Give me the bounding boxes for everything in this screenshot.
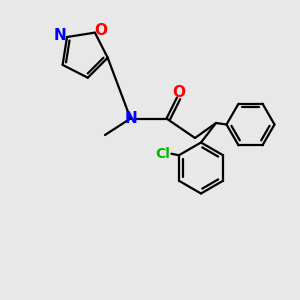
Text: O: O <box>94 23 107 38</box>
Text: N: N <box>54 28 67 43</box>
Text: N: N <box>124 111 137 126</box>
Text: O: O <box>172 85 185 100</box>
Text: Cl: Cl <box>155 147 170 161</box>
